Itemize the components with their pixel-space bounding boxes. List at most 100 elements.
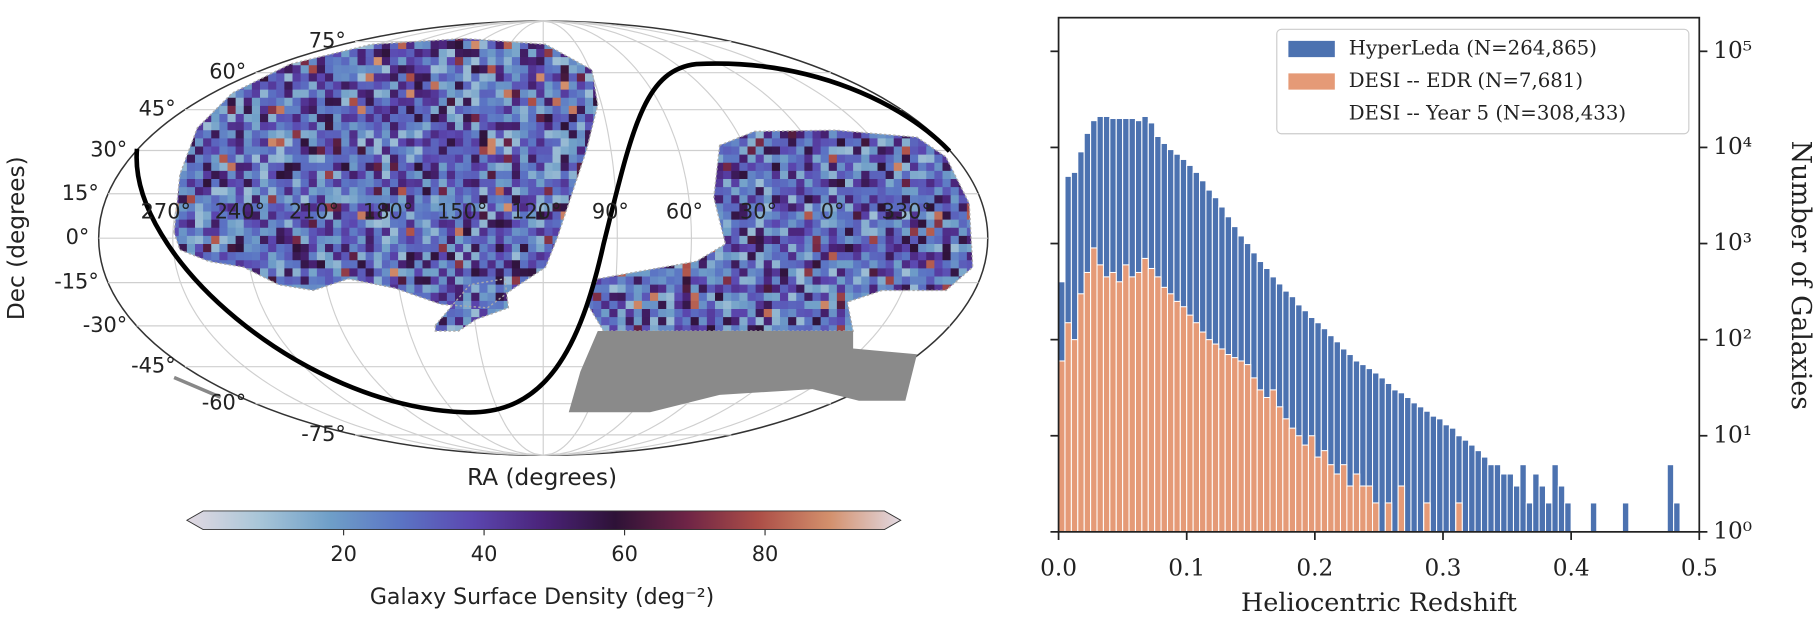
density-cell — [373, 65, 383, 74]
colorbar-tick-label: 60 — [611, 542, 638, 566]
density-cell — [853, 276, 862, 286]
density-cell — [276, 244, 285, 253]
density-cell — [731, 317, 740, 326]
density-cell — [528, 260, 537, 269]
density-cell — [520, 73, 529, 82]
density-cell — [243, 252, 253, 261]
density-cell — [390, 276, 399, 286]
density-cell — [487, 154, 497, 164]
bar — [1474, 450, 1482, 533]
density-cell — [373, 57, 383, 66]
density-cell — [333, 138, 342, 147]
bar — [1532, 473, 1540, 533]
density-cell — [195, 130, 204, 139]
density-cell — [390, 154, 399, 164]
density-cell — [349, 73, 358, 82]
density-cell — [414, 97, 423, 107]
density-cell — [958, 49, 968, 58]
density-cell — [276, 187, 285, 196]
density-cell — [796, 317, 805, 326]
density-cell — [357, 89, 367, 99]
density-cell — [601, 276, 610, 286]
density-cell — [950, 38, 960, 42]
bar — [1058, 360, 1066, 533]
density-cell — [463, 89, 472, 99]
density-cell — [771, 211, 781, 221]
density-cell — [308, 187, 318, 196]
density-cell — [544, 81, 553, 91]
density-cell — [471, 252, 480, 261]
density-cell — [520, 244, 529, 253]
density-cell — [300, 105, 310, 115]
density-cell — [520, 146, 529, 156]
density-cell — [568, 162, 578, 172]
density-cell — [966, 227, 973, 237]
density-cell — [755, 260, 765, 269]
density-cell — [219, 235, 228, 245]
density-cell — [422, 146, 432, 156]
density-cell — [934, 49, 943, 58]
density-cell — [503, 162, 513, 172]
density-cell — [463, 65, 472, 74]
density-cell — [544, 154, 553, 164]
density-cell — [455, 49, 464, 58]
density-cell — [333, 105, 342, 115]
density-cell — [975, 90, 984, 99]
density-cell — [560, 81, 570, 91]
density-cell — [284, 276, 293, 286]
density-cell — [650, 284, 659, 294]
density-cell — [276, 219, 285, 229]
density-cell — [292, 162, 302, 172]
density-cell — [495, 81, 505, 91]
density-cell — [365, 227, 375, 237]
density-cell — [235, 122, 245, 131]
density-cell — [568, 154, 578, 164]
density-cell — [877, 227, 887, 237]
density-cell — [333, 89, 342, 99]
density-cell — [422, 105, 432, 115]
density-cell — [853, 292, 862, 302]
density-cell — [463, 244, 472, 253]
density-cell — [690, 309, 700, 318]
density-cell — [576, 138, 586, 147]
bar — [1564, 502, 1572, 533]
density-cell — [325, 105, 334, 115]
density-cell — [211, 203, 220, 212]
density-cell — [845, 40, 854, 50]
density-cell — [836, 49, 846, 58]
density-cell — [950, 244, 960, 253]
density-cell — [877, 195, 887, 204]
density-cell — [934, 105, 943, 115]
density-cell — [828, 219, 838, 229]
footprint-small — [434, 278, 510, 332]
density-cell — [381, 146, 391, 156]
density-cell — [186, 154, 196, 164]
density-cell — [528, 227, 537, 237]
density-cell — [365, 162, 375, 172]
density-cell — [788, 292, 797, 302]
density-cell — [853, 195, 862, 204]
density-cell — [381, 227, 391, 237]
density-cell — [706, 300, 716, 310]
density-cell — [479, 219, 488, 229]
density-cell — [934, 162, 943, 172]
density-cell — [910, 154, 919, 164]
density-cell — [381, 179, 391, 188]
density-cell — [203, 195, 212, 204]
density-cell — [471, 292, 480, 302]
density-cell — [438, 154, 448, 164]
density-cell — [544, 122, 553, 131]
density-cell — [918, 40, 927, 50]
density-cell — [365, 89, 375, 99]
bar — [1090, 247, 1098, 533]
bar — [1429, 415, 1438, 533]
density-cell — [950, 89, 960, 99]
density-cell — [260, 252, 269, 261]
density-cell — [958, 146, 968, 156]
density-cell — [520, 89, 529, 99]
density-cell — [438, 65, 448, 74]
density-cell — [934, 40, 943, 50]
density-cell — [390, 130, 399, 139]
density-cell — [918, 81, 927, 91]
density-cell — [300, 162, 310, 172]
